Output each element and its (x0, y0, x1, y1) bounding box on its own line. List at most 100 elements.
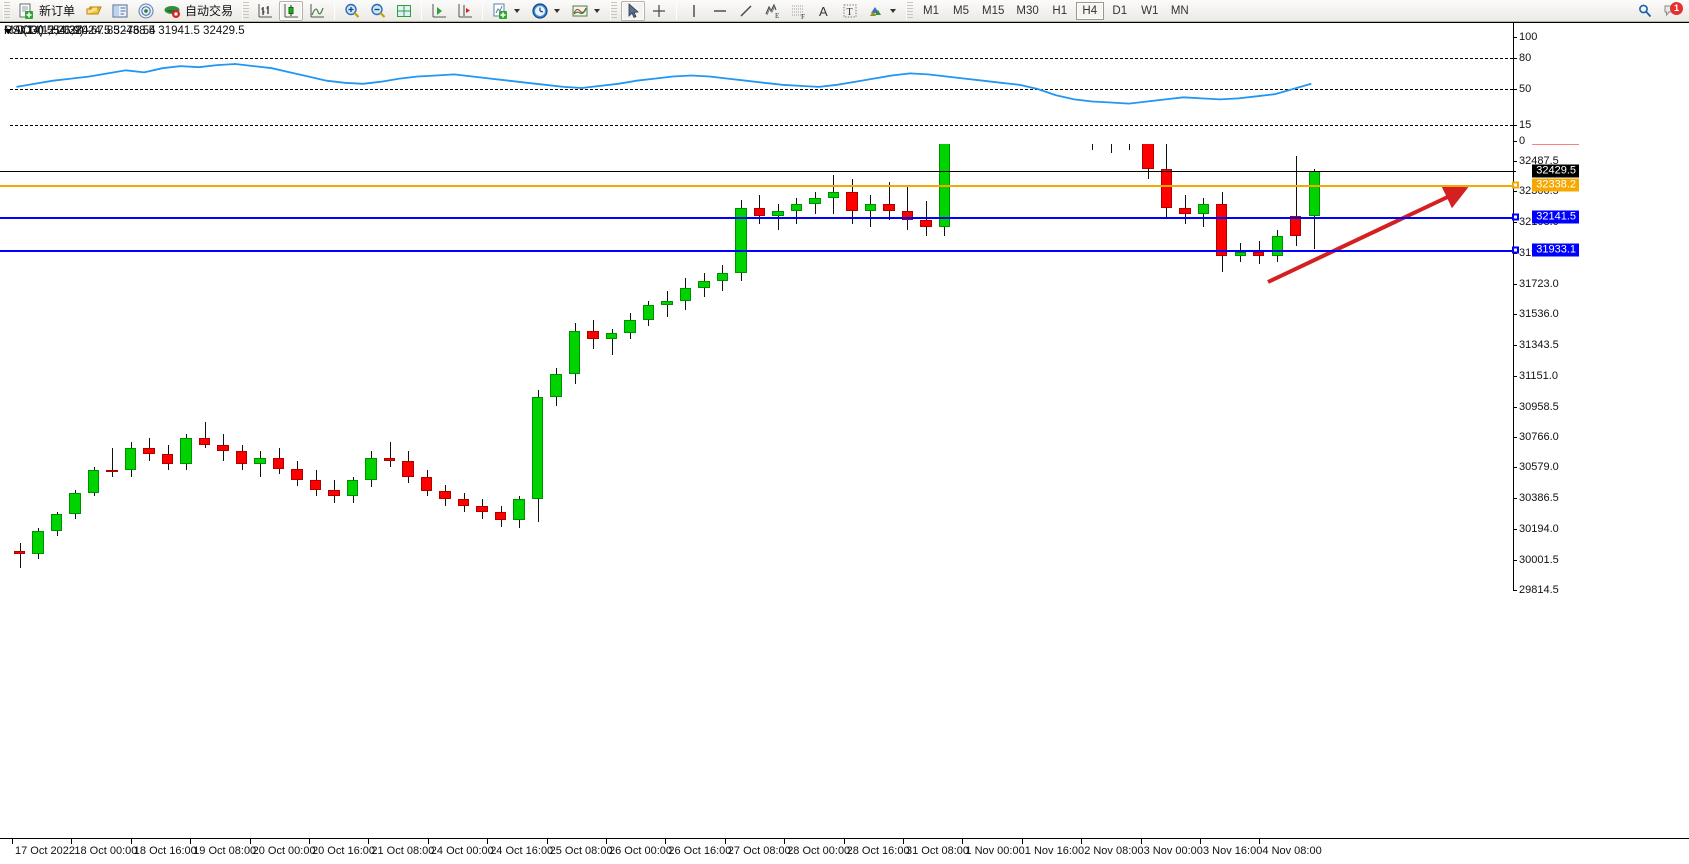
fibonacci-icon: F (789, 2, 807, 20)
symbol-header[interactable]: DJ30-,H4 32024.5 32438.5 31941.5 32429.5 (0, 24, 245, 38)
time-axis-label: 2 Nov 08:00 (1084, 845, 1144, 857)
notification-button[interactable]: 1 (1659, 1, 1683, 21)
candlestick-chart-button[interactable] (279, 0, 304, 21)
line-chart-button[interactable] (305, 1, 329, 21)
price-axis-tick: 31723.0 (1513, 278, 1559, 291)
last-price-line-tag[interactable]: 32429.5 (1532, 164, 1579, 178)
crosshair-button[interactable] (647, 1, 671, 21)
timeframe-m1-button[interactable]: M1 (923, 4, 940, 17)
rsi-panel[interactable]: RSI(14) 55.0284 100 80 50 15 0 (0, 22, 1689, 147)
time-axis-label: 28 Oct 00:00 (787, 845, 851, 857)
candle-body (716, 273, 729, 282)
vertical-line-button[interactable] (682, 1, 706, 21)
auto-trading-button[interactable]: 自动交易 (160, 1, 238, 21)
timeframe-h1-button[interactable]: H1 (1052, 4, 1068, 17)
search-button[interactable] (1633, 1, 1657, 21)
auto-scroll-button[interactable] (427, 1, 451, 21)
candle-body (1253, 252, 1265, 256)
chevron-down-icon-4[interactable] (890, 8, 897, 13)
cursor-button[interactable] (621, 0, 646, 21)
data-window-button[interactable] (82, 1, 106, 21)
bar-chart-icon (256, 2, 274, 20)
price-axis-line (1513, 24, 1514, 590)
chevron-down-icon-3[interactable] (594, 8, 601, 13)
timeframe-m15-button[interactable]: M15 (982, 4, 1005, 17)
candle-wick (888, 181, 890, 221)
toolbar-grip-4[interactable] (906, 1, 914, 20)
support-line-1-tag[interactable]: 32141.5 (1532, 210, 1579, 224)
chevron-down-icon-2[interactable] (554, 8, 561, 13)
templates-button[interactable] (568, 1, 606, 21)
line-chart-icon (308, 2, 326, 20)
candle-body (513, 499, 525, 521)
text-label-button[interactable]: T (838, 1, 862, 21)
support-line-1[interactable] (0, 216, 1516, 219)
text-button[interactable]: A (812, 1, 836, 21)
toolbar-grip-2[interactable] (242, 1, 250, 20)
chart-container[interactable]: DJ30-,H4 32024.5 32438.5 31941.5 32429.5… (0, 22, 1689, 864)
toolbar-grip-3[interactable] (610, 1, 618, 20)
new-order-button[interactable]: 新订单 (14, 1, 80, 21)
time-axis-tickmark (962, 839, 964, 844)
zoom-out-button[interactable] (366, 1, 390, 21)
time-axis-label: 31 Oct 08:00 (906, 845, 969, 857)
timeframe-m5-button[interactable]: M5 (953, 4, 970, 17)
toolbar-separator-2 (421, 1, 423, 20)
tile-windows-icon (395, 2, 413, 20)
pivot-line-handle[interactable] (1512, 181, 1519, 189)
time-axis-tickmark (903, 839, 904, 844)
time-axis-label: 25 Oct 08:00 (549, 845, 613, 857)
market-watch-button[interactable] (134, 1, 158, 21)
candle-body (494, 512, 507, 521)
candle-body (605, 332, 618, 339)
period-button[interactable] (528, 1, 566, 21)
candle-body (1234, 252, 1246, 256)
timeframe-mn-button[interactable]: MN (1170, 4, 1189, 17)
time-axis-tickmark (309, 839, 310, 844)
price-axis-tick: 31343.5 (1513, 338, 1559, 351)
support-line-1-handle[interactable] (1512, 213, 1519, 221)
text-icon: A (815, 2, 833, 20)
timeframe-d1-button[interactable]: D1 (1112, 4, 1128, 17)
candle-body (402, 460, 414, 477)
support-line-2-tag[interactable]: 31933.1 (1532, 243, 1579, 257)
timeframe-w1-button[interactable]: W1 (1141, 4, 1159, 17)
time-axis[interactable]: 17 Oct 2022 18 Oct 00:00 18 Oct 16:00 19 Oc… (0, 838, 1689, 864)
horizontal-line-button[interactable] (708, 1, 732, 21)
toolbar-separator-1 (334, 1, 336, 20)
tile-windows-button[interactable] (392, 1, 416, 21)
zoom-in-button[interactable] (340, 1, 364, 21)
time-axis-label: 27 Oct 08:00 (727, 845, 791, 857)
rsi-axis-tick: 50 (1512, 83, 1532, 95)
rsi-level-line (10, 89, 1513, 90)
chart-menu-caret-icon[interactable] (4, 28, 12, 34)
rsi-axis-tick: 100 (1512, 31, 1538, 43)
candle-body (476, 505, 488, 513)
text-label-icon: T (841, 2, 859, 20)
time-axis-label: 24 Oct 16:00 (490, 845, 554, 857)
pivot-line[interactable] (0, 185, 1516, 188)
chevron-down-icon[interactable] (514, 8, 521, 13)
chart-shift-button[interactable] (453, 1, 477, 21)
timeframe-m30-button[interactable]: M30 (1016, 4, 1039, 17)
bar-chart-button[interactable] (253, 1, 277, 21)
fibonacci-button[interactable]: F (786, 1, 810, 21)
timeframe-h4-button[interactable]: H4 (1075, 1, 1104, 20)
candle-wick (112, 448, 114, 477)
time-axis-tickmark (784, 839, 786, 844)
vertical-line-icon (685, 2, 703, 20)
support-line-2-handle[interactable] (1512, 246, 1519, 254)
last-price-line[interactable] (0, 170, 1516, 172)
trendline-button[interactable] (734, 1, 758, 21)
rsi-axis-tick: 0 (1512, 135, 1526, 147)
rsi-plot-area[interactable] (10, 23, 1513, 144)
rsi-axis[interactable]: 100 80 50 15 0 (1512, 23, 1689, 147)
shapes-button[interactable] (864, 1, 902, 21)
pivot-line-tag[interactable]: 32338.2 (1532, 178, 1579, 192)
navigator-button[interactable] (108, 1, 132, 21)
candle-body (254, 457, 266, 465)
support-line-2[interactable] (0, 250, 1516, 253)
new-chart-button[interactable] (488, 1, 526, 21)
elliott-wave-button[interactable]: E (760, 1, 784, 21)
toolbar-grip[interactable] (3, 1, 10, 20)
